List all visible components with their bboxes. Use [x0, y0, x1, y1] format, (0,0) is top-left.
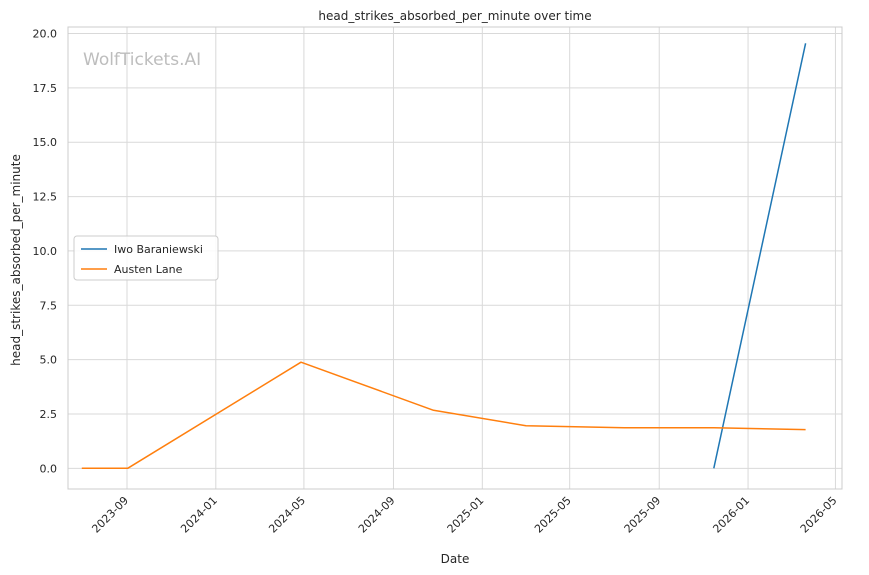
x-tick-label: 2024-01	[178, 494, 220, 536]
y-tick-label: 2.5	[40, 408, 58, 421]
y-axis-title: head_strikes_absorbed_per_minute	[9, 154, 23, 366]
y-tick-label: 12.5	[33, 191, 58, 204]
grid	[68, 27, 842, 489]
x-tick-label: 2023-09	[89, 494, 131, 536]
watermark-text: WolfTickets.AI	[83, 50, 201, 70]
chart-title: head_strikes_absorbed_per_minute over ti…	[318, 9, 591, 23]
y-tick-label: 20.0	[33, 28, 58, 41]
y-tick-label: 17.5	[33, 82, 58, 95]
y-tick-label: 5.0	[40, 354, 58, 367]
y-tick-label: 15.0	[33, 136, 58, 149]
legend: Iwo Baraniewski Austen Lane	[73, 235, 219, 281]
series-layer	[81, 43, 807, 470]
x-axis-title: Date	[441, 552, 470, 566]
x-tick-label: 2026-01	[710, 494, 752, 536]
x-tick-label: 2026-05	[798, 494, 840, 536]
series-line	[81, 361, 806, 470]
x-tick-labels: 2023-09 2024-01 2024-05 2024-09 2025-01 2025-…	[89, 494, 839, 536]
legend-box	[73, 235, 219, 281]
legend-label: Austen Lane	[114, 263, 183, 276]
plot-frame	[67, 26, 843, 490]
x-tick-label: 2025-05	[532, 494, 574, 536]
x-tick-label: 2024-05	[266, 494, 308, 536]
y-tick-label: 0.0	[40, 462, 58, 475]
y-tick-label: 10.0	[33, 245, 58, 258]
x-tick-label: 2025-09	[622, 494, 664, 536]
legend-label: Iwo Baraniewski	[114, 243, 203, 256]
x-tick-label: 2025-01	[445, 494, 487, 536]
y-tick-label: 7.5	[40, 299, 58, 312]
y-tick-labels: 0.0 2.5 5.0 7.5 10.0 12.5 15.0 17.5 20.0	[33, 28, 58, 476]
series-line	[713, 43, 807, 469]
x-tick-label: 2024-09	[356, 494, 398, 536]
